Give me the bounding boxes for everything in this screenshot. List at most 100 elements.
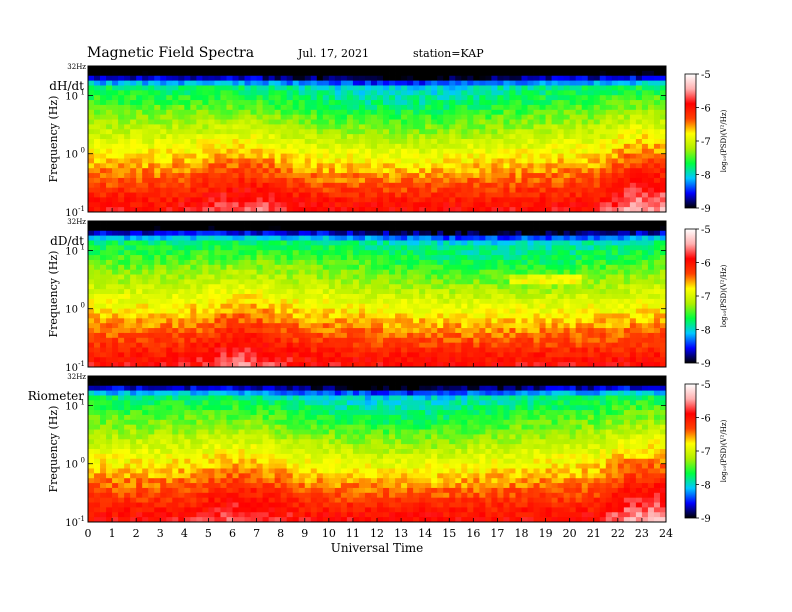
heatmap-cell <box>569 70 577 77</box>
heatmap-cell <box>467 148 474 154</box>
heatmap-cell <box>449 80 456 86</box>
colorbar-tick-label: -5 <box>701 70 711 81</box>
heatmap-cell <box>370 318 378 324</box>
heatmap-cell <box>280 323 288 329</box>
heatmap-cell <box>653 158 661 164</box>
heatmap-cell <box>124 240 131 246</box>
heatmap-cell <box>635 192 643 198</box>
heatmap-cell <box>395 143 402 150</box>
heatmap-cell <box>190 357 197 363</box>
heatmap-cell <box>322 255 330 261</box>
heatmap-cell <box>100 177 107 184</box>
heatmap-cell <box>383 163 390 169</box>
heatmap-cell <box>178 202 185 208</box>
heatmap-cell <box>479 90 486 96</box>
heatmap-cell <box>238 235 245 241</box>
heatmap-cell <box>413 225 420 232</box>
heatmap-cell <box>473 119 480 125</box>
heatmap-cell <box>389 225 396 232</box>
heatmap-cell <box>370 109 378 116</box>
heatmap-cell <box>310 250 318 256</box>
heatmap-cell <box>533 182 540 189</box>
heatmap-cell <box>106 85 113 91</box>
heatmap-cell <box>148 104 155 111</box>
heatmap-cell <box>280 240 288 246</box>
heatmap-cell <box>118 352 125 358</box>
heatmap-cell <box>395 294 402 300</box>
heatmap-cell <box>214 245 221 251</box>
heatmap-cell <box>130 70 137 77</box>
heatmap-cell <box>370 163 378 169</box>
heatmap-cell <box>142 274 149 280</box>
heatmap-cell <box>407 328 414 334</box>
heatmap-cell <box>352 207 360 213</box>
heatmap-cell <box>238 318 245 324</box>
heatmap-cell <box>346 221 354 227</box>
heatmap-cell <box>653 197 661 203</box>
heatmap-cell <box>659 177 667 184</box>
heatmap-cell <box>563 163 571 169</box>
heatmap-cell <box>190 100 197 106</box>
heatmap-cell <box>112 328 119 334</box>
heatmap-cell <box>346 225 354 232</box>
heatmap-cell <box>425 109 432 116</box>
heatmap-cell <box>244 139 251 145</box>
heatmap-cell <box>112 294 119 300</box>
heatmap-cell <box>130 279 137 285</box>
heatmap-cell <box>226 264 233 271</box>
heatmap-cell <box>425 148 432 154</box>
heatmap-cell <box>485 197 492 203</box>
heatmap-cell <box>551 202 559 208</box>
heatmap-cell <box>599 197 607 203</box>
heatmap-cell <box>118 104 125 111</box>
heatmap-cell <box>226 207 233 213</box>
heatmap-cell <box>172 289 179 295</box>
heatmap-cell <box>449 75 456 81</box>
heatmap-cell <box>172 298 179 305</box>
heatmap-cell <box>214 95 221 101</box>
heatmap-cell <box>485 298 492 305</box>
heatmap-cell <box>377 192 384 198</box>
heatmap-cell <box>208 143 215 150</box>
heatmap-cell <box>88 328 95 334</box>
heatmap-cell <box>521 80 528 86</box>
heatmap-cell <box>322 357 330 363</box>
heatmap-cell <box>292 342 300 348</box>
heatmap-cell <box>274 202 282 208</box>
heatmap-cell <box>124 143 131 150</box>
heatmap-cell <box>280 143 288 150</box>
heatmap-cell <box>160 303 167 309</box>
heatmap-cell <box>154 318 161 324</box>
heatmap-cell <box>395 80 402 86</box>
heatmap-cell <box>647 95 655 101</box>
heatmap-cell <box>154 197 161 203</box>
heatmap-cell <box>377 332 384 339</box>
heatmap-cell <box>587 66 595 72</box>
heatmap-cell <box>100 259 107 266</box>
heatmap-cell <box>106 80 113 86</box>
heatmap-cell <box>352 347 360 353</box>
heatmap-cell <box>142 75 149 81</box>
heatmap-cell <box>334 255 342 261</box>
heatmap-cell <box>250 337 257 344</box>
heatmap-cell <box>370 139 378 145</box>
heatmap-cell <box>617 70 625 77</box>
heatmap-cell <box>352 75 360 81</box>
heatmap-cell <box>298 143 306 150</box>
heatmap-cell <box>515 202 522 208</box>
heatmap-cell <box>521 143 528 150</box>
heatmap-cell <box>310 337 318 344</box>
heatmap-cell <box>160 143 167 150</box>
heatmap-cell <box>473 168 480 174</box>
heatmap-cell <box>286 240 294 246</box>
heatmap-cell <box>647 70 655 77</box>
heatmap-cell <box>148 168 155 174</box>
heatmap-cell <box>617 192 625 198</box>
heatmap-cell <box>455 90 462 96</box>
heatmap-cell <box>461 284 468 290</box>
heatmap-cell <box>419 357 426 363</box>
heatmap-cell <box>334 357 342 363</box>
heatmap-cell <box>497 95 504 101</box>
heatmap-cell <box>148 153 155 159</box>
heatmap-cell <box>647 80 655 86</box>
